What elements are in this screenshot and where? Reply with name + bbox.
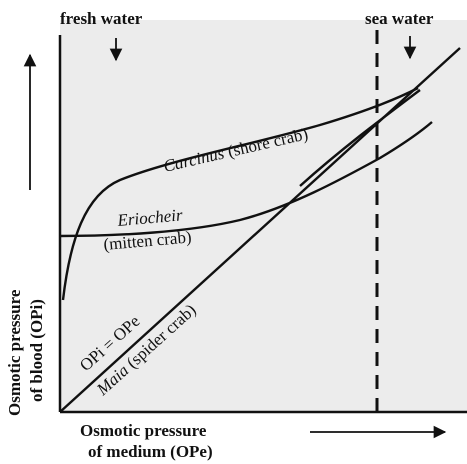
- plot-background: [60, 20, 467, 412]
- x-axis-label-2: of medium (OPe): [88, 442, 213, 461]
- sea-water-label: sea water: [365, 9, 434, 28]
- carcinus-curve: [61, 86, 419, 301]
- x-axis-label-1: Osmotic pressure: [80, 421, 207, 440]
- y-axis-label-2: of blood (OPi): [27, 299, 46, 402]
- fresh-water-label: fresh water: [60, 9, 143, 28]
- maia-curve: [299, 89, 421, 187]
- eriocheir-curve: [59, 121, 433, 238]
- y-axis-label-1: Osmotic pressure: [5, 289, 24, 416]
